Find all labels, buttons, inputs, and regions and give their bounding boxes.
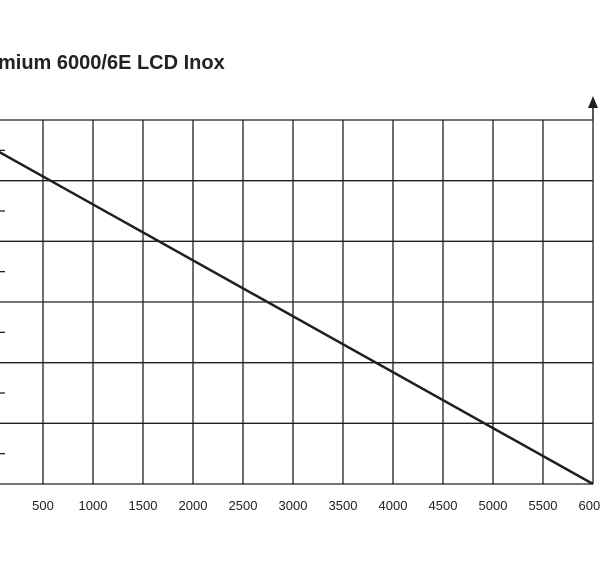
x-tick-label: 6000 xyxy=(579,498,600,513)
x-tick-label: 4500 xyxy=(429,498,458,513)
series-line xyxy=(0,150,594,486)
x-tick-label: 1500 xyxy=(129,498,158,513)
x-tick-label: 3000 xyxy=(279,498,308,513)
x-tick-label: 2500 xyxy=(229,498,258,513)
x-tick-label: 5000 xyxy=(479,498,508,513)
axis-arrow xyxy=(588,96,598,108)
chart-title: mium 6000/6E LCD Inox xyxy=(0,52,225,74)
x-tick-label: 1000 xyxy=(79,498,108,513)
x-tick-label: 5500 xyxy=(529,498,558,513)
x-tick-label: 500 xyxy=(32,498,54,513)
x-tick-label: 2000 xyxy=(179,498,208,513)
x-tick-label: 4000 xyxy=(379,498,408,513)
x-tick-label: 3500 xyxy=(329,498,358,513)
